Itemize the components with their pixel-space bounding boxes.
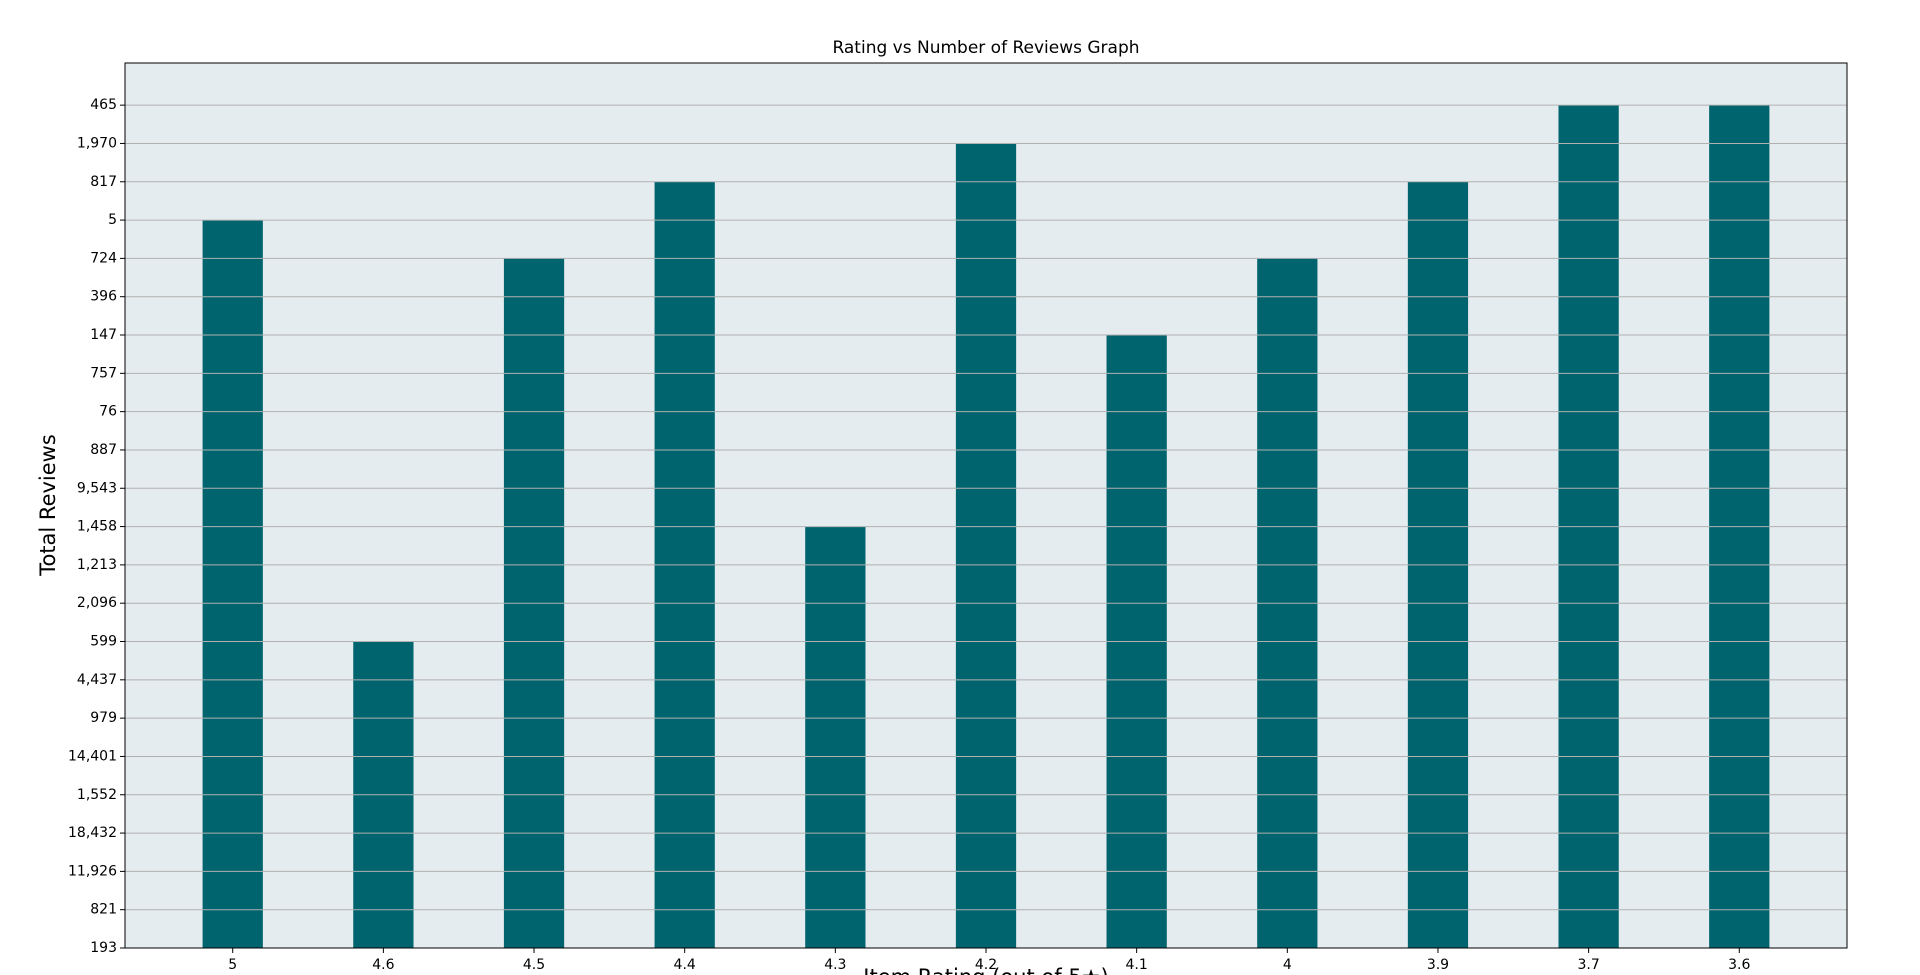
x-tick-label: 4.5 <box>523 957 545 973</box>
plot-frame <box>124 62 1848 949</box>
x-tick-label: 3.6 <box>1728 957 1750 973</box>
y-tick-label: 817 <box>90 174 117 190</box>
y-tick-label: 396 <box>90 289 117 305</box>
y-tick-label: 1,552 <box>77 787 117 803</box>
x-tick-label: 4.6 <box>372 957 394 973</box>
y-tick-label: 1,213 <box>77 557 117 573</box>
y-axis-label: Total Reviews <box>36 434 60 577</box>
y-tick-label: 599 <box>90 634 117 650</box>
x-tick-label: 3.7 <box>1577 957 1599 973</box>
y-tick-label: 14,401 <box>68 748 117 764</box>
y-tick-label: 724 <box>90 250 117 266</box>
bar <box>955 143 1017 949</box>
y-tick-label: 193 <box>90 940 117 956</box>
y-tick-label: 5 <box>108 212 117 228</box>
y-tick-label: 1,458 <box>77 519 117 535</box>
x-tick-label: 4 <box>1283 957 1292 973</box>
x-tick-label: 5 <box>228 957 237 973</box>
x-tick-label: 4.1 <box>1126 957 1148 973</box>
y-tick-label: 465 <box>90 97 117 113</box>
y-tick-label: 2,096 <box>77 595 117 611</box>
y-tick-label: 887 <box>90 442 117 458</box>
chart-title: Rating vs Number of Reviews Graph <box>832 38 1139 58</box>
y-tick-label: 1,970 <box>77 135 117 151</box>
x-tick-label: 4.3 <box>824 957 846 973</box>
y-tick-label: 4,437 <box>77 672 117 688</box>
y-tick-label: 11,926 <box>68 863 117 879</box>
y-tick-label: 147 <box>90 327 117 343</box>
y-tick-label: 9,543 <box>77 480 117 496</box>
x-tick-label: 4.4 <box>674 957 696 973</box>
x-tick-label: 3.9 <box>1427 957 1449 973</box>
y-tick-label: 18,432 <box>68 825 117 841</box>
y-tick-label: 76 <box>99 404 117 420</box>
bar <box>202 220 263 948</box>
y-tick-label: 979 <box>90 710 117 726</box>
bar <box>805 526 866 948</box>
y-tick-label: 821 <box>90 902 117 918</box>
x-tick-label: 4.2 <box>975 957 997 973</box>
x-axis-label: Item Rating (out of 5★) <box>863 965 1108 975</box>
y-tick-label: 757 <box>90 365 117 381</box>
